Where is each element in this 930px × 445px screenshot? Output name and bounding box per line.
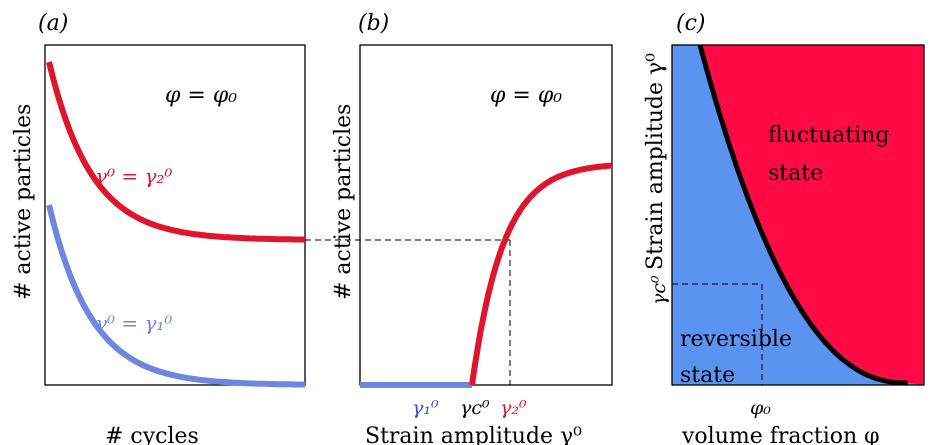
panel-b-tag: (b): [358, 11, 389, 36]
panel-c-xlabel: volume fraction φ: [681, 424, 880, 445]
phase-boundary-curve: [697, 44, 908, 386]
panel-c-tick-phi0: φ₀: [750, 397, 771, 419]
panel-b-red-curve: [469, 162, 613, 386]
reversible-label-line2: state: [680, 363, 735, 388]
panel-a: (a) φ = φ₀ # active particles # cycles γ…: [11, 11, 306, 445]
panel-c: (c) fluctuating state reversible state γ…: [643, 11, 925, 445]
panel-b-xlabel: Strain amplitude γ⁰: [365, 424, 582, 445]
panel-b-tick-gamma1: γ₁⁰: [412, 397, 439, 419]
panel-c-ylabel: Strain amplitude γ⁰: [643, 53, 668, 270]
panel-a-ylabel: # active particles: [11, 104, 36, 300]
panel-b-frame: [359, 44, 613, 386]
panel-c-tick-gammac: γc⁰: [648, 275, 670, 305]
panel-a-red-label: γ⁰ = γ₂⁰: [95, 164, 172, 188]
panel-c-frame: [671, 44, 925, 386]
panel-b: (b) φ = φ₀ # active particles γ₁⁰ γc⁰ γ₂…: [331, 11, 613, 445]
panel-c-tag: (c): [676, 11, 706, 36]
panel-a-blue-curve: [46, 204, 306, 388]
fluctuating-label-line1: fluctuating: [768, 123, 889, 148]
panel-a-blue-label: γ⁰ = γ₁⁰: [95, 311, 172, 335]
panel-b-tick-gamma2: γ₂⁰: [500, 397, 527, 419]
panel-a-tag: (a): [38, 11, 68, 36]
reversible-label-line1: reversible: [680, 327, 792, 352]
panel-b-tick-gammac: γc⁰: [460, 397, 490, 419]
fluctuating-region: [700, 45, 924, 385]
panel-a-xlabel: # cycles: [105, 424, 199, 445]
panel-b-phi-label: φ = φ₀: [490, 83, 562, 108]
panel-b-ylabel: # active particles: [331, 104, 356, 300]
fluctuating-label-line2: state: [768, 161, 823, 186]
panel-a-frame: [44, 44, 306, 386]
panel-a-phi-label: φ = φ₀: [165, 83, 237, 108]
panel-a-red-curve: [46, 61, 306, 243]
